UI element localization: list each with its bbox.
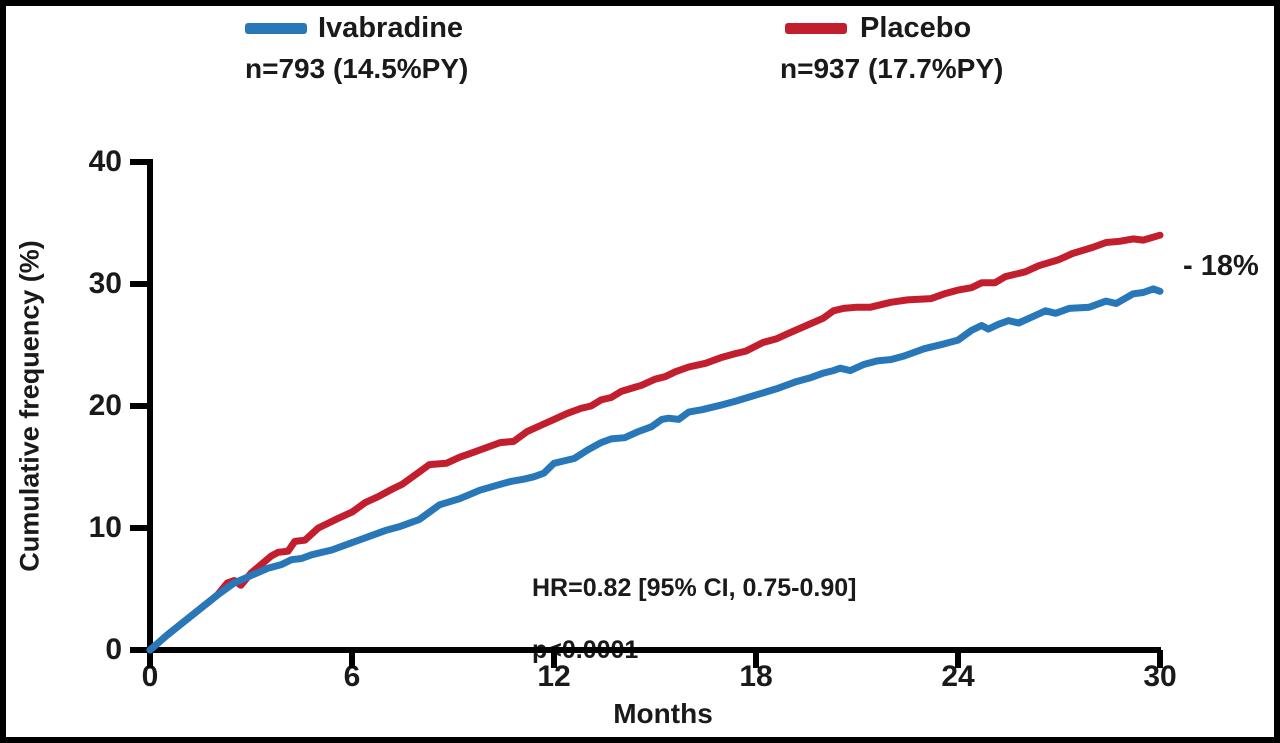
placebo-legend-label: Placebo <box>860 12 972 44</box>
x-tick-label: 0 <box>141 660 159 693</box>
x-axis-title: Months <box>613 698 713 729</box>
y-tick-label: 0 <box>105 633 122 666</box>
ivabradine-legend-swatch <box>245 23 307 34</box>
x-tick-label: 6 <box>343 660 361 693</box>
axis-tick-marks <box>130 159 1163 668</box>
legend-item-placebo: Placebo n=937 (17.7%PY) <box>780 0 1100 95</box>
placebo-legend-count: n=937 (17.7%PY) <box>780 53 1004 84</box>
placebo-curve <box>146 231 1164 654</box>
y-tick-label: 40 <box>88 145 122 178</box>
y-tick-label: 10 <box>88 511 122 544</box>
hazard-ratio-line: HR=0.82 [95% CI, 0.75-0.90] <box>532 574 857 602</box>
y-tick-label: 30 <box>88 267 122 300</box>
y-tick-label: 20 <box>88 389 122 422</box>
ivabradine-legend-count: n=793 (14.5%PY) <box>245 53 469 84</box>
ivabradine-curve <box>146 285 1164 654</box>
relative-reduction-label: - 18% <box>1183 250 1259 282</box>
placebo-legend-swatch <box>785 23 847 34</box>
ivabradine-legend-label: Ivabradine <box>318 12 464 44</box>
legend-item-ivabradine: Ivabradine n=793 (14.5%PY) <box>245 0 545 95</box>
